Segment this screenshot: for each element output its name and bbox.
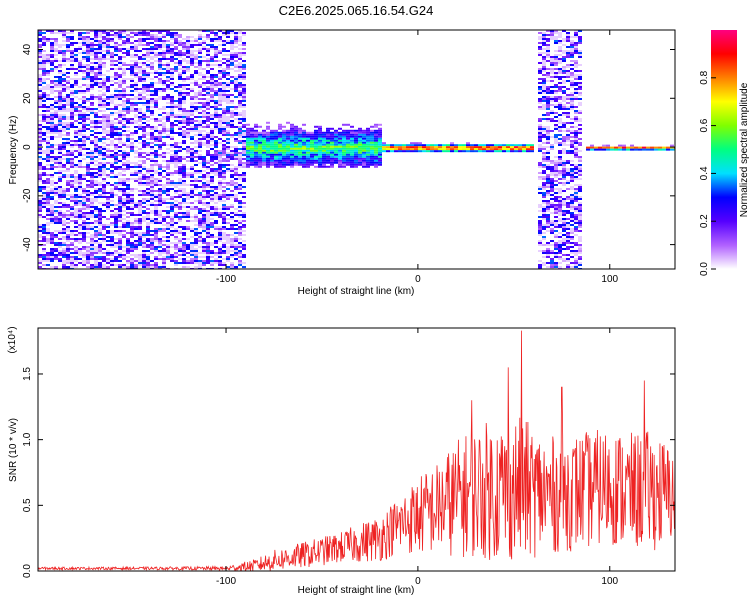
spectrogram-xtick-label: 100	[601, 274, 618, 285]
snr-xtick-label: 0	[415, 576, 421, 587]
spectrogram-ytick-label: -40	[22, 237, 33, 252]
snr-xtick-label: -100	[216, 576, 236, 587]
snr-multiplier: (x10⁴)	[7, 326, 18, 353]
figure-title: C2E6.2025.065.16.54.G24	[279, 3, 434, 18]
spectrogram-ytick-label: 40	[22, 44, 33, 56]
snr-ytick-label: 0.0	[22, 564, 33, 578]
colorbar-tick-label: 0.8	[699, 70, 710, 84]
colorbar-tick-label: 0.0	[699, 262, 710, 276]
snr-ylabel: SNR (10 * v/v)	[8, 418, 19, 482]
colorbar-gradient	[711, 30, 737, 269]
colorbar-tick-label: 0.2	[699, 214, 710, 228]
spectrogram-frame	[37, 29, 676, 270]
snr-frame	[37, 327, 676, 572]
colorbar-label: Normalized spectral amplitude	[739, 82, 750, 217]
colorbar: 0.0 0.2 0.4 0.6 0.8 Normalized spectral ampl…	[699, 30, 750, 276]
snr-ytick-label: 0.5	[22, 498, 33, 512]
spectrogram-xlabel: Height of straight line (km)	[298, 286, 415, 297]
spectrogram-panel: -100 0 100 -40 -20 0 20 40 Height of straight l…	[8, 29, 676, 297]
spectrogram-heatmap	[38, 30, 675, 269]
spectrogram-ytick-label: 0	[22, 144, 33, 150]
spectrogram-ytick-label: 20	[22, 92, 33, 104]
snr-ytick-label: 1.0	[22, 432, 33, 446]
snr-ytick-label: 1.5	[22, 367, 33, 381]
snr-xtick-label: 100	[601, 576, 618, 587]
colorbar-tick-label: 0.6	[699, 118, 710, 132]
spectrogram-xtick-label: 0	[415, 274, 421, 285]
colorbar-tick-label: 0.4	[699, 166, 710, 180]
snr-xlabel: Height of straight line (km)	[298, 585, 415, 596]
spectrogram-ytick-label: -20	[22, 188, 33, 203]
spectrogram-xtick-label: -100	[216, 274, 236, 285]
spectrogram-ylabel: Frequency (Hz)	[8, 116, 19, 185]
snr-series-line	[38, 330, 675, 571]
snr-panel: -100 0 100 0.0 0.5 1.0 1.5 (x10⁴) Height of st…	[7, 326, 676, 596]
